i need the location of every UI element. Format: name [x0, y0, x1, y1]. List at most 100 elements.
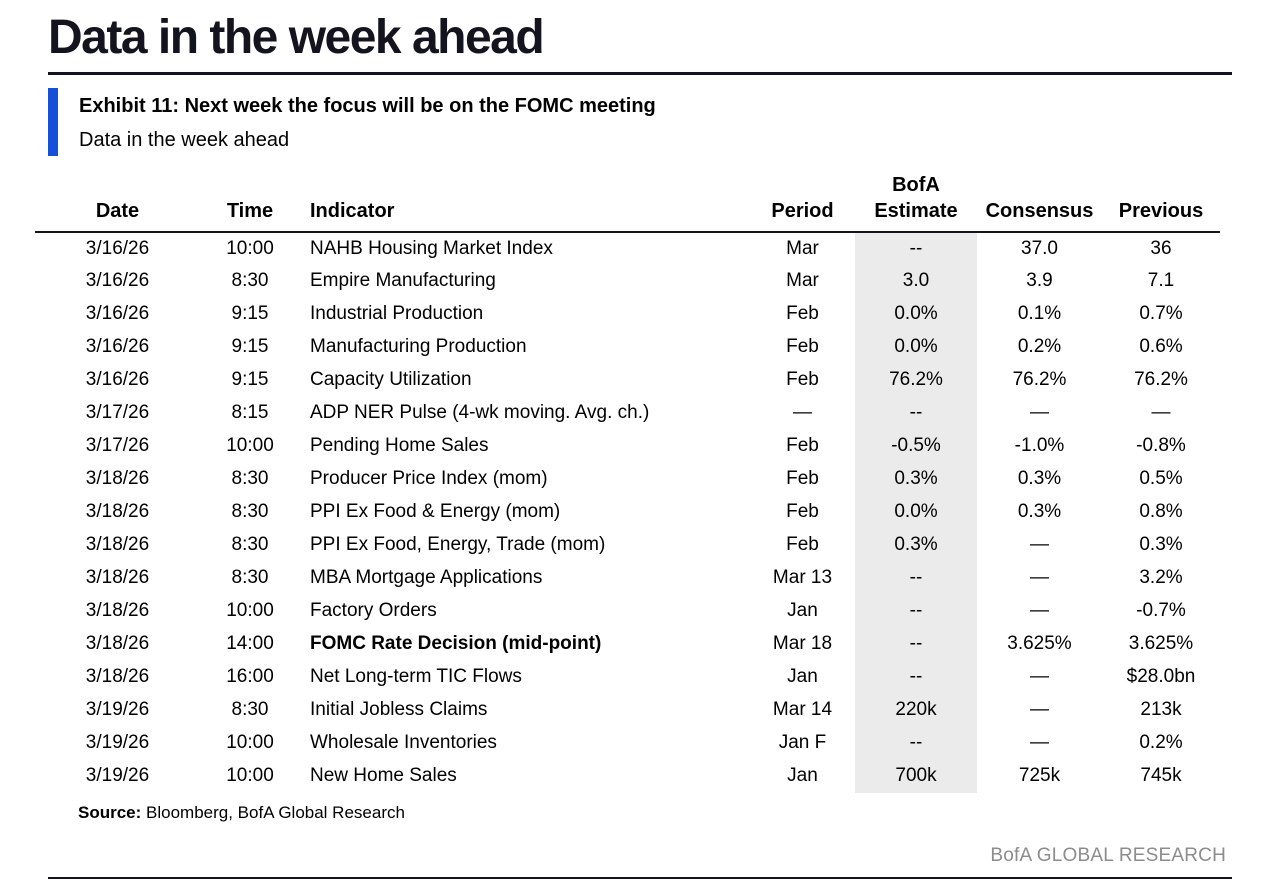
cell-bofa: --: [855, 660, 977, 694]
cell-consensus: 76.2%: [1012, 369, 1067, 391]
cell-bofa: --: [855, 627, 977, 661]
cell-indicator: New Home Sales: [310, 765, 457, 787]
cell-time: 10:00: [226, 435, 274, 457]
cell-period: Feb: [786, 369, 819, 391]
col-header-bofa-line2: Estimate: [874, 199, 958, 222]
exhibit-header: Exhibit 11: Next week the focus will be …: [48, 87, 1232, 156]
cell-bofa: -0.5%: [855, 429, 977, 463]
cell-bofa: --: [855, 594, 977, 628]
exhibit-text-block: Exhibit 11: Next week the focus will be …: [79, 88, 656, 156]
cell-bofa: --: [855, 396, 977, 430]
cell-consensus: 0.3%: [1017, 501, 1062, 523]
cell-period: Jan: [787, 666, 818, 688]
cell-period: Mar: [786, 237, 819, 259]
cell-period: Feb: [786, 435, 819, 457]
table-header-row: Date Time Indicator Period BofA Estimate…: [35, 171, 1220, 233]
cell-indicator: Pending Home Sales: [310, 435, 489, 457]
cell-indicator: Wholesale Inventories: [310, 732, 497, 754]
cell-indicator: Factory Orders: [310, 600, 437, 622]
calendar-row: 3/19/26 10:00 Wholesale Inventories Jan F --…: [35, 726, 1220, 760]
cell-consensus: —: [1030, 534, 1049, 556]
cell-consensus: —: [1030, 600, 1049, 622]
calendar-row: 3/16/26 8:30 Empire Manufacturing Mar 3.0 3.9…: [35, 264, 1220, 298]
cell-bofa: --: [855, 726, 977, 760]
cell-time: 8:30: [231, 270, 269, 292]
cell-date: 3/16/26: [85, 270, 150, 292]
cell-time: 8:15: [231, 402, 269, 424]
cell-previous: 3.625%: [1128, 633, 1194, 655]
calendar-row: 3/18/26 10:00 Factory Orders Jan -- — -0.7%: [35, 594, 1220, 628]
cell-consensus: 0.1%: [1017, 303, 1062, 325]
cell-consensus: 3.625%: [1007, 633, 1072, 655]
cell-time: 8:30: [231, 699, 269, 721]
cell-indicator: NAHB Housing Market Index: [310, 237, 553, 259]
calendar-row: 3/18/26 8:30 PPI Ex Food, Energy, Trade (m…: [35, 528, 1220, 562]
cell-period: Jan: [787, 765, 818, 787]
cell-time: 10:00: [226, 732, 274, 754]
col-header-consensus: Consensus: [977, 171, 1102, 233]
cell-previous: -0.7%: [1136, 600, 1186, 622]
cell-indicator: Industrial Production: [310, 303, 484, 325]
calendar-row: 3/17/26 10:00 Pending Home Sales Feb -0.5% -1…: [35, 429, 1220, 463]
col-header-previous: Previous: [1102, 171, 1220, 233]
cell-consensus: 0.3%: [1017, 468, 1062, 490]
cell-time: 8:30: [231, 468, 269, 490]
cell-period: Jan: [787, 600, 818, 622]
source-line: Source: Bloomberg, BofA Global Research: [78, 803, 1232, 823]
cell-indicator: PPI Ex Food & Energy (mom): [310, 501, 561, 523]
cell-indicator: Empire Manufacturing: [310, 270, 496, 292]
cell-date: 3/18/26: [85, 633, 150, 655]
calendar-row: 3/18/26 8:30 PPI Ex Food & Energy (mom) Feb…: [35, 495, 1220, 529]
cell-indicator: ADP NER Pulse (4-wk moving. Avg. ch.): [310, 402, 650, 424]
cell-bofa: 0.3%: [855, 462, 977, 496]
col-header-indicator: Indicator: [300, 171, 750, 233]
calendar-row: 3/18/26 16:00 Net Long-term TIC Flows Jan --…: [35, 660, 1220, 694]
cell-period: Mar 13: [772, 567, 833, 589]
calendar-row: 3/16/26 9:15 Capacity Utilization Feb 76.2% 7…: [35, 363, 1220, 397]
calendar-row: 3/18/26 8:30 Producer Price Index (mom) Feb…: [35, 462, 1220, 496]
cell-time: 9:15: [231, 303, 269, 325]
cell-date: 3/16/26: [85, 303, 150, 325]
cell-previous: 76.2%: [1134, 369, 1188, 391]
cell-date: 3/18/26: [85, 567, 150, 589]
cell-consensus: 0.2%: [1017, 336, 1062, 358]
cell-period: Feb: [786, 501, 819, 523]
cell-consensus: -1.0%: [1014, 435, 1065, 457]
cell-bofa: 0.0%: [855, 297, 977, 331]
cell-previous: 36: [1150, 237, 1172, 259]
cell-time: 14:00: [226, 633, 274, 655]
cell-bofa: 700k: [855, 759, 977, 793]
cell-bofa: --: [855, 231, 977, 265]
calendar-row: 3/19/26 10:00 New Home Sales Jan 700k 725k 745…: [35, 759, 1220, 793]
cell-date: 3/18/26: [85, 468, 150, 490]
cell-indicator: Producer Price Index (mom): [310, 468, 548, 490]
cell-bofa: 0.0%: [855, 330, 977, 364]
cell-indicator: MBA Mortgage Applications: [310, 567, 543, 589]
cell-time: 10:00: [226, 237, 274, 259]
cell-time: 8:30: [231, 567, 269, 589]
cell-bofa: 220k: [855, 693, 977, 727]
cell-period: Feb: [786, 336, 819, 358]
cell-date: 3/18/26: [85, 666, 150, 688]
cell-time: 8:30: [231, 501, 269, 523]
cell-indicator: FOMC Rate Decision (mid-point): [310, 633, 602, 655]
calendar-row: 3/18/26 8:30 MBA Mortgage Applications Mar …: [35, 561, 1220, 595]
cell-date: 3/16/26: [85, 336, 150, 358]
cell-previous: 0.3%: [1139, 534, 1183, 556]
cell-consensus: 3.9: [1026, 270, 1053, 292]
cell-period: Mar: [786, 270, 819, 292]
cell-date: 3/17/26: [85, 435, 150, 457]
bottom-divider: [48, 877, 1232, 879]
cell-date: 3/16/26: [85, 369, 150, 391]
cell-period: Jan F: [778, 732, 827, 754]
cell-date: 3/18/26: [85, 501, 150, 523]
calendar-row: 3/17/26 8:15 ADP NER Pulse (4-wk moving. A…: [35, 396, 1220, 430]
cell-previous: 0.8%: [1139, 501, 1183, 523]
cell-period: —: [793, 402, 812, 424]
cell-previous: 213k: [1140, 699, 1182, 721]
cell-date: 3/19/26: [85, 765, 150, 787]
cell-time: 9:15: [231, 369, 269, 391]
col-header-time: Time: [200, 171, 300, 233]
cell-consensus: —: [1030, 402, 1049, 424]
